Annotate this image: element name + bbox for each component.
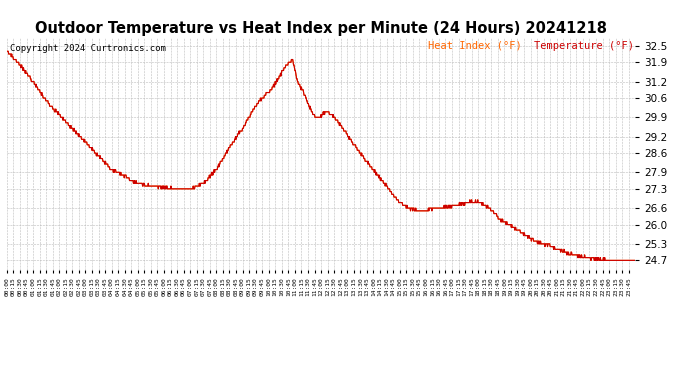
Text: Copyright 2024 Curtronics.com: Copyright 2024 Curtronics.com [10,45,166,54]
Text: Heat Index (°F): Heat Index (°F) [428,41,522,51]
Text: Temperature (°F): Temperature (°F) [534,41,634,51]
Title: Outdoor Temperature vs Heat Index per Minute (24 Hours) 20241218: Outdoor Temperature vs Heat Index per Mi… [35,21,607,36]
